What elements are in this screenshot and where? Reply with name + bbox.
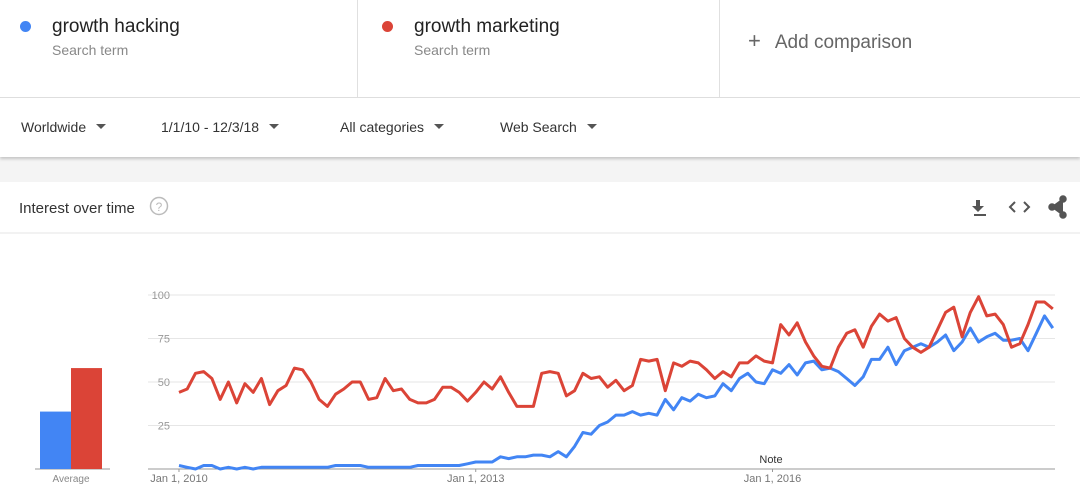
y-tick-label: 25 bbox=[158, 421, 170, 433]
term-subtitle: Search term bbox=[52, 42, 129, 58]
header: growth hacking Search term growth market… bbox=[0, 0, 1080, 98]
legend-dot bbox=[20, 21, 31, 32]
card-title: Interest over time bbox=[19, 200, 135, 217]
series-line bbox=[178, 295, 1054, 408]
filter[interactable]: Worldwide bbox=[21, 119, 106, 135]
help-icon[interactable] bbox=[149, 196, 169, 216]
annotation: Note bbox=[759, 454, 782, 466]
legend-name: growth marketing bbox=[414, 16, 560, 37]
filter[interactable]: Web Search bbox=[500, 119, 597, 135]
series-line bbox=[178, 314, 1055, 471]
legend-dot bbox=[382, 21, 393, 32]
embed-icon[interactable] bbox=[1008, 201, 1031, 213]
term-subtitle: Search term bbox=[414, 42, 491, 58]
share-icon[interactable] bbox=[1048, 195, 1067, 219]
x-tick-label: Jan 1, 2010 bbox=[150, 473, 208, 485]
term-0[interactable]: growth hacking Search term bbox=[0, 0, 358, 97]
filter-bar: Worldwide 1/1/10 - 12/3/18 All categorie… bbox=[0, 98, 1080, 157]
term-1[interactable]: growth marketing Search term bbox=[362, 0, 720, 97]
average-bar bbox=[71, 368, 102, 469]
add-label: Add comparison bbox=[774, 32, 913, 53]
average-label: Average bbox=[52, 474, 90, 485]
x-tick-label: Jan 1, 2016 bbox=[744, 473, 802, 485]
y-tick-label: 100 bbox=[152, 290, 170, 302]
svg-text:?: ? bbox=[156, 200, 163, 214]
download-icon[interactable] bbox=[972, 200, 986, 216]
y-tick-label: 50 bbox=[158, 377, 170, 389]
add-comparison[interactable]: + Add comparison bbox=[748, 28, 913, 53]
average-bar bbox=[40, 411, 71, 469]
filter[interactable]: 1/1/10 - 12/3/18 bbox=[161, 119, 279, 135]
filter[interactable]: All categories bbox=[340, 119, 444, 135]
card-icons: ? bbox=[0, 195, 1080, 234]
y-tick-label: 75 bbox=[158, 334, 170, 346]
legend-name: growth hacking bbox=[52, 16, 180, 37]
x-tick-label: Jan 1, 2013 bbox=[447, 473, 505, 485]
